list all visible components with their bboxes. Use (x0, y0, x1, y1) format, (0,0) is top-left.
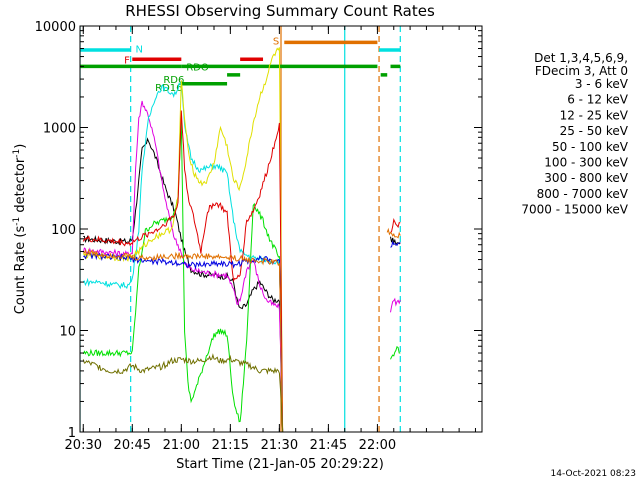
y-axis-title-main: Count Rate (s (13, 226, 28, 315)
y-axis-title-end: ) (13, 144, 28, 149)
series-line-8 (82, 353, 284, 432)
annotation-4: RD16 (155, 83, 182, 94)
y-tick-label-4: 10000 (35, 20, 76, 35)
y-tick-label-2: 100 (51, 223, 76, 238)
annotation-2: RDO (186, 62, 209, 73)
legend-label-1: 6 - 12 keV (567, 93, 629, 107)
series-line-1 (82, 100, 284, 432)
chart-title: RHESSI Observing Summary Count Rates (125, 2, 435, 20)
y-axis-title: Count Rate (s-1 detector-1) (12, 144, 28, 315)
y-tick-label-0: 1 (68, 426, 76, 441)
legend-label-3: 25 - 50 keV (560, 124, 629, 138)
series-line-0 (83, 137, 284, 432)
annotation-0: N (136, 45, 143, 56)
legend: Det 1,3,4,5,6,9,FDecim 3, Att 03 - 6 keV… (521, 51, 629, 217)
x-tick-label-3: 21:15 (212, 438, 249, 453)
tail-line-22 (390, 240, 401, 248)
tail-line-24 (390, 297, 401, 313)
annotation-1: F (124, 55, 130, 66)
tail-line-25 (390, 346, 401, 360)
tail-line-20 (390, 218, 401, 234)
legend-label-6: 300 - 800 keV (544, 171, 628, 185)
annotation-5: S (273, 36, 279, 47)
x-tick-label-4: 21:30 (261, 438, 298, 453)
legend-header-1: FDecim 3, Att 0 (535, 64, 628, 78)
footer-timestamp: 14-Oct-2021 08:23 (551, 469, 636, 479)
y-axis-title-sup2: -1 (12, 149, 22, 158)
series-line-7 (82, 248, 284, 432)
legend-label-7: 800 - 7000 keV (537, 187, 629, 201)
legend-header-0: Det 1,3,4,5,6,9, (534, 51, 628, 65)
x-tick-label-5: 21:45 (310, 438, 347, 453)
x-tick-label-1: 20:45 (114, 438, 151, 453)
series-line-2 (82, 121, 284, 432)
x-axis-title: Start Time (21-Jan-05 20:29:22) (176, 457, 384, 472)
legend-label-5: 100 - 300 keV (544, 156, 628, 170)
legend-label-8: 7000 - 15000 keV (521, 203, 628, 217)
y-tick-label-1: 10 (59, 325, 76, 340)
legend-label-0: 3 - 6 keV (575, 77, 629, 91)
series-line-5 (82, 110, 284, 432)
x-tick-label-2: 21:00 (163, 438, 200, 453)
legend-label-2: 12 - 25 keV (560, 108, 629, 122)
tail-line-23 (386, 227, 401, 239)
legend-label-4: 50 - 100 keV (552, 140, 629, 154)
axes: 20:30 20:45 21:00 21:15 21:30 21:45 22:00 1 10 10… (35, 20, 482, 453)
y-axis-title-sup1: -1 (12, 217, 22, 226)
annotation-3: RD6 (163, 75, 184, 86)
x-tick-label-6: 22:00 (359, 438, 396, 453)
series-line-6 (83, 252, 284, 432)
y-axis-title-mid: detector (13, 157, 28, 217)
x-tick-label-0: 20:30 (65, 438, 102, 453)
y-tick-label-3: 1000 (43, 122, 76, 137)
